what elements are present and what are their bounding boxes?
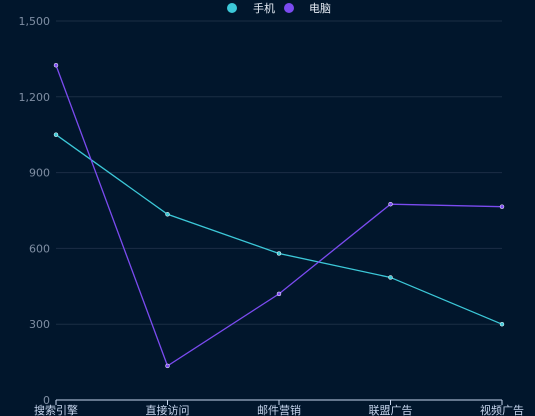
legend-item-1[interactable]: 电脑: [284, 2, 331, 15]
x-tick-label-4: 视频广告: [480, 403, 524, 416]
y-tick-label-4: 1,200: [19, 91, 51, 104]
series-1: [53, 62, 505, 369]
data-point-0-2[interactable]: [276, 251, 282, 256]
legend-label-1: 电脑: [309, 2, 331, 15]
series-lines: [53, 62, 505, 369]
y-tick-label-1: 300: [29, 318, 50, 331]
legend-marker-1: [284, 3, 294, 13]
data-point-0-4[interactable]: [499, 321, 505, 327]
x-tick-label-0: 搜索引擎: [34, 403, 78, 416]
data-point-0-1[interactable]: [165, 212, 170, 217]
data-point-0-3[interactable]: [388, 275, 393, 280]
x-axis: 搜索引擎 直接访问 邮件营销 联盟广告 视频广告: [34, 399, 524, 416]
data-point-1-4[interactable]: [499, 204, 505, 209]
x-tick-label-3: 联盟广告: [369, 404, 413, 416]
legend: 手机 电脑: [227, 1, 331, 15]
series-0: [53, 132, 505, 327]
data-point-1-1[interactable]: [165, 363, 170, 369]
data-point-0-0[interactable]: [53, 132, 59, 137]
y-tick-label-5: 1,500: [19, 15, 51, 28]
x-tick-label-1: 直接访问: [146, 403, 190, 416]
y-tick-label-0: 0: [43, 394, 50, 407]
data-point-1-3[interactable]: [388, 201, 393, 207]
legend-item-0[interactable]: 手机: [227, 1, 275, 15]
data-point-1-0[interactable]: [53, 62, 59, 68]
y-tick-label-3: 900: [29, 167, 50, 180]
legend-marker-0: [227, 3, 237, 13]
y-axis-tick-labels: 0 300 600 900 1,200 1,500: [19, 15, 51, 407]
x-tick-label-2: 邮件营销: [257, 403, 301, 416]
legend-label-0: 手机: [253, 1, 275, 15]
data-point-1-2[interactable]: [276, 291, 282, 297]
series-line-1: [55, 64, 503, 367]
grid-lines: [56, 20, 502, 325]
y-tick-label-2: 600: [29, 242, 50, 255]
